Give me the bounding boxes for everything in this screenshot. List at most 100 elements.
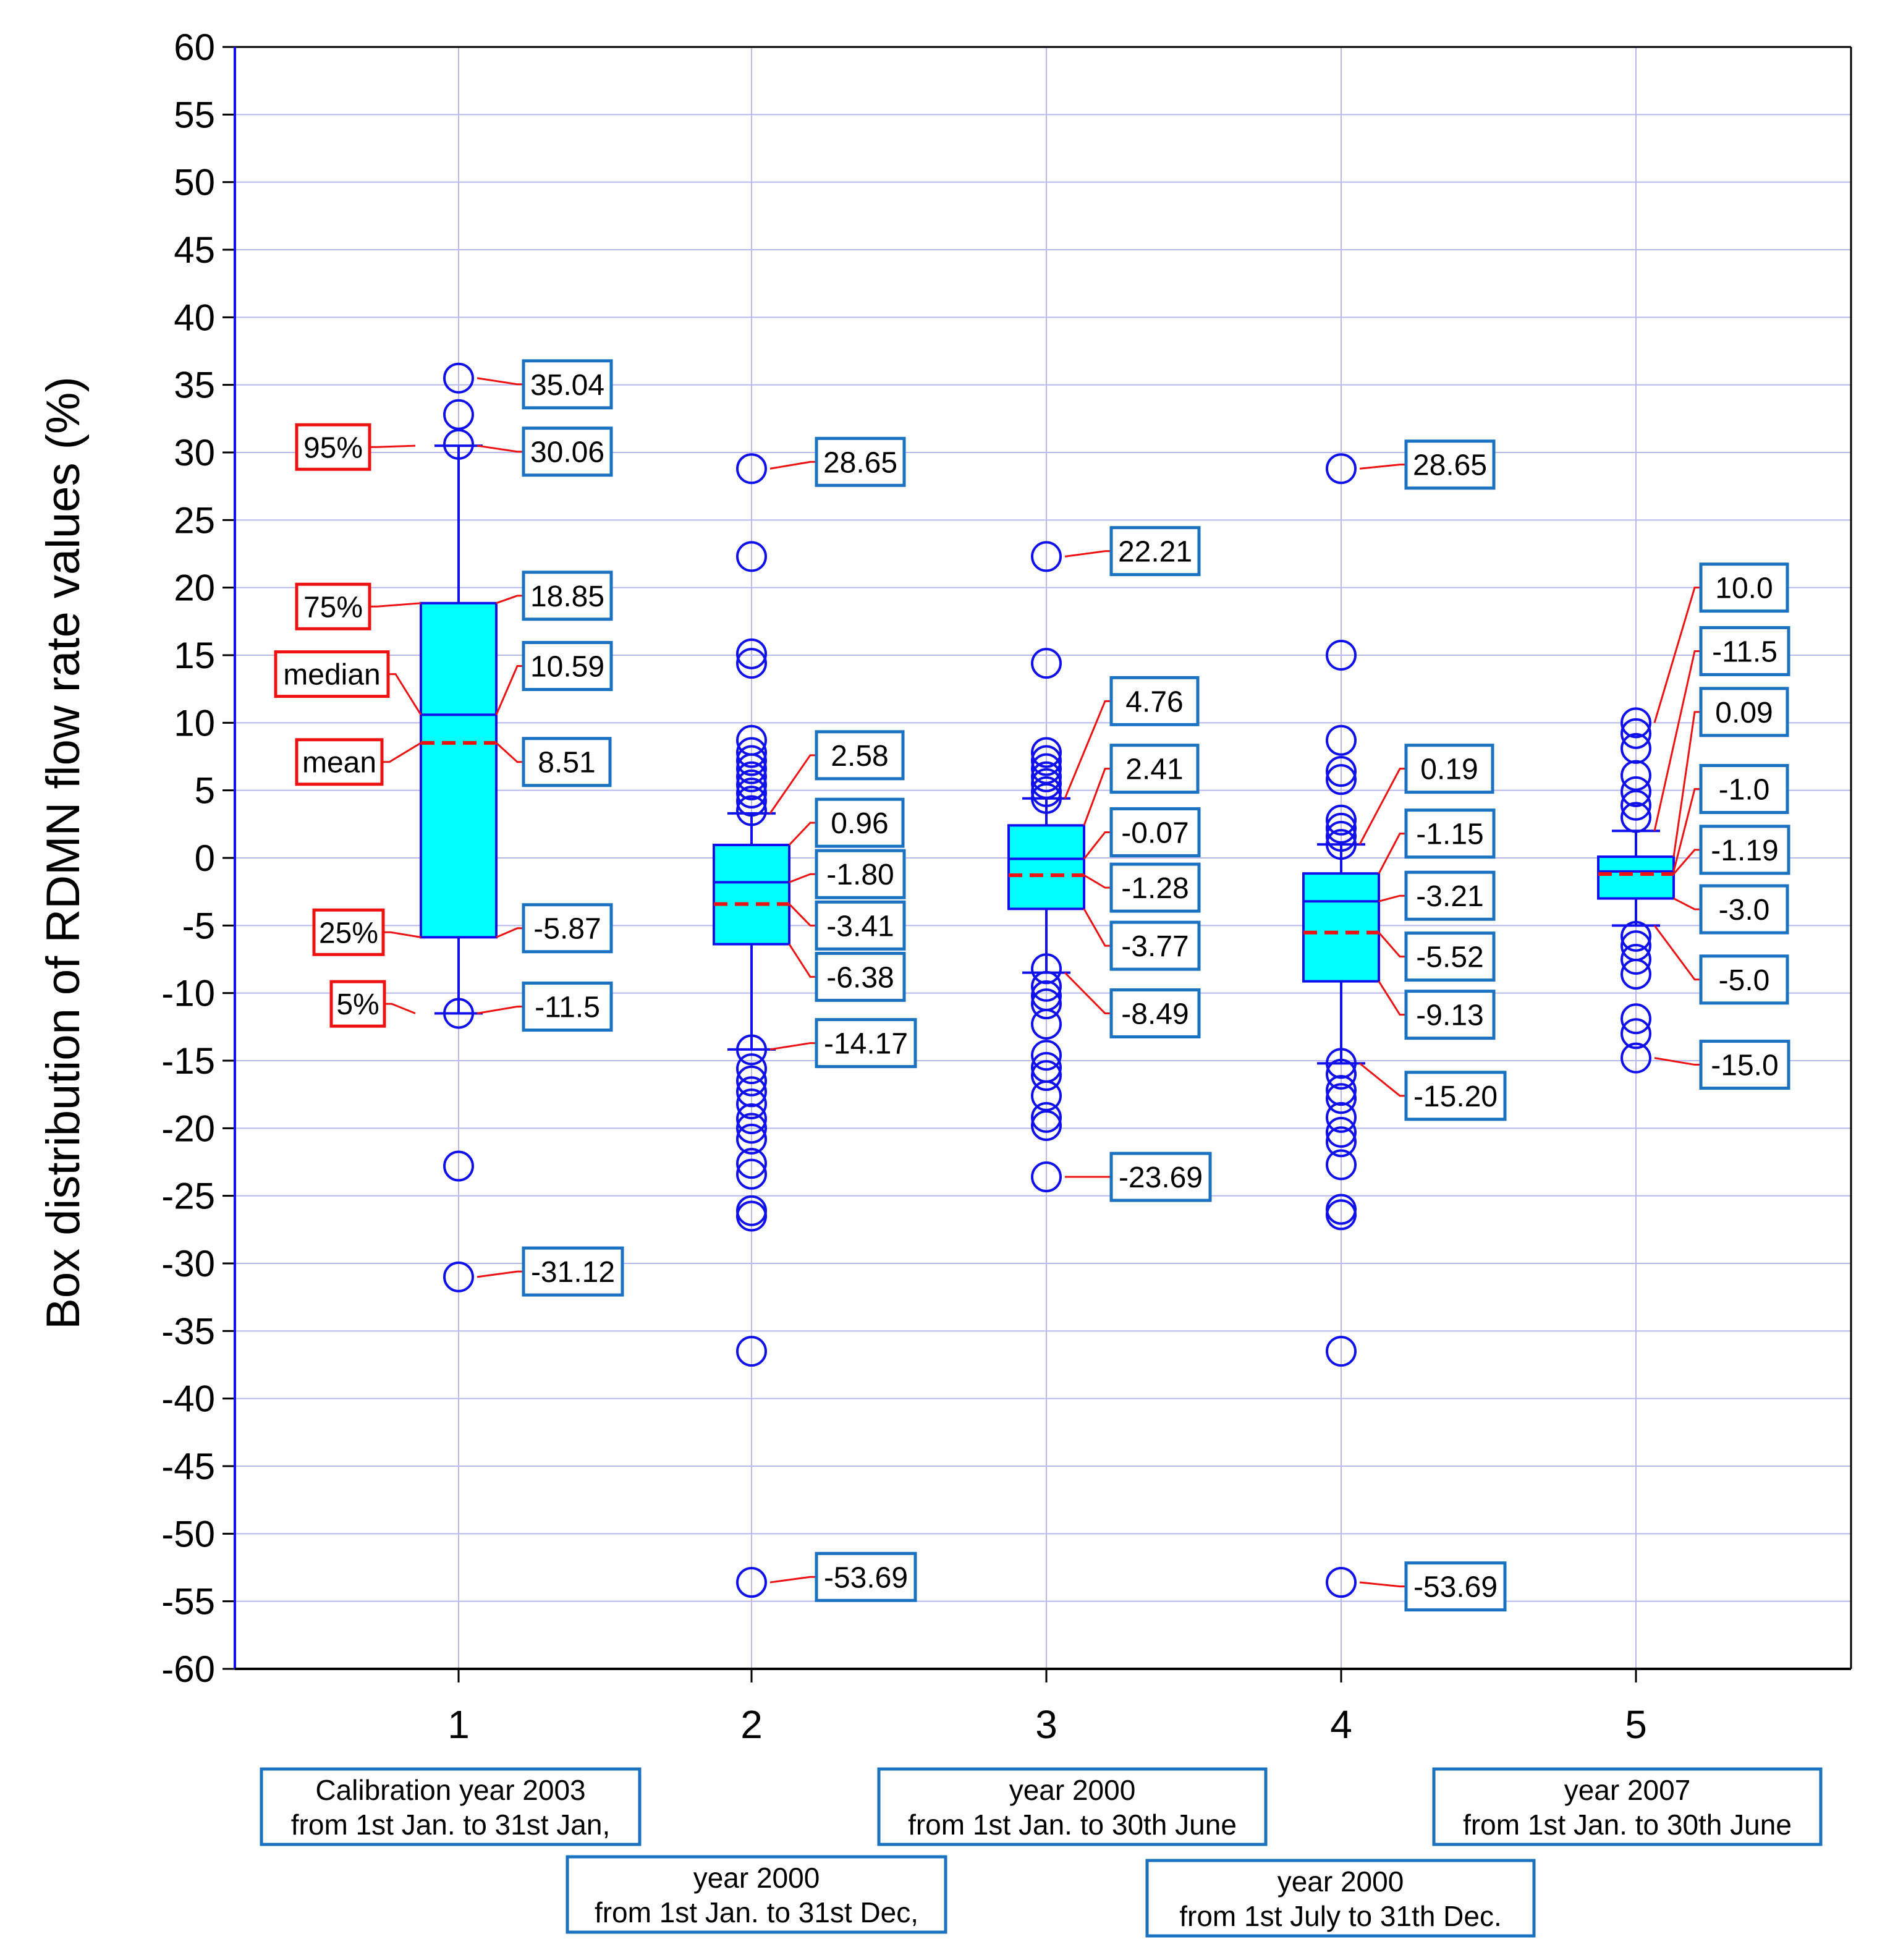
value-label: -3.41: [826, 910, 894, 943]
outlier-point: [736, 1088, 767, 1119]
outlier-point: [1326, 1101, 1357, 1133]
outlier-point: [1031, 953, 1062, 985]
value-label-frame: [1404, 808, 1496, 859]
outlier-point: [736, 648, 767, 679]
x-tick-label: 3: [1035, 1702, 1057, 1747]
outlier-point: [1326, 764, 1357, 795]
y-tick-label: -25: [161, 1176, 215, 1217]
outlier-point: [1031, 1060, 1062, 1092]
value-label: -53.69: [824, 1561, 908, 1594]
outlier-point: [736, 1113, 767, 1144]
value-label: -23.69: [1119, 1161, 1203, 1194]
value-label-frame: [1404, 1561, 1507, 1612]
outlier-point: [1326, 1058, 1357, 1090]
label-leader: [769, 1576, 816, 1584]
value-label-frame: [522, 1246, 624, 1297]
value-label: 2.58: [831, 740, 888, 773]
value-label-frame: [1699, 763, 1789, 814]
label-leader: [1672, 787, 1701, 872]
period-label: from 1st Jan. to 31st Dec,: [595, 1896, 918, 1928]
label-leader: [1083, 874, 1111, 889]
value-label: 35.04: [530, 369, 604, 402]
legend-p75-frame: [295, 582, 371, 630]
outlier-point: [1031, 753, 1062, 784]
outlier-point: [736, 778, 767, 809]
value-label-frame: [815, 1551, 917, 1602]
value-label: -15.20: [1413, 1080, 1498, 1113]
outlier-point: [1031, 541, 1062, 572]
outlier-point: [1326, 640, 1357, 671]
axes-layer: Box distribution of RDMN flow rate value…: [37, 46, 1852, 1682]
label-leader: [1064, 700, 1111, 799]
value-label-frame: [1109, 744, 1200, 794]
value-label: 4.76: [1125, 685, 1183, 718]
value-label: -3.77: [1121, 930, 1188, 963]
y-tick-label: 55: [174, 94, 215, 135]
outlier-point: [1031, 970, 1062, 1002]
y-tick-label: 30: [174, 432, 215, 473]
value-label-frame: [815, 730, 905, 781]
x-tick-label: 2: [740, 1702, 763, 1747]
legend-leader: [382, 742, 422, 763]
outlier-point: [1621, 718, 1651, 749]
label-leader: [1083, 831, 1111, 860]
value-label: -1.28: [1121, 872, 1188, 905]
outlier-point: [1031, 648, 1062, 679]
legend-leader: [384, 1003, 416, 1014]
value-label: -1.19: [1711, 834, 1778, 867]
label-leader: [496, 595, 523, 605]
value-label: -8.49: [1121, 998, 1188, 1030]
outlier-point: [736, 638, 767, 669]
value-label: -11.5: [1712, 635, 1777, 668]
value-label: -14.17: [824, 1028, 908, 1061]
outlier-point: [443, 1261, 474, 1292]
value-label-frame: [522, 640, 613, 691]
y-tick-label: 50: [174, 162, 215, 203]
outlier-point: [1621, 944, 1651, 975]
outlier-point: [1326, 804, 1357, 836]
outlier-point: [736, 541, 767, 572]
value-label-frame: [1109, 807, 1201, 857]
value-label-frame: [1109, 862, 1201, 913]
legend-p95-frame: [295, 423, 371, 471]
y-tick-label: 5: [195, 770, 215, 812]
x-tick-label: 1: [447, 1702, 470, 1747]
period-box-frame: [1145, 1859, 1536, 1938]
box-group-4: 28.65 0.19 -1.15 -3.21 -5.52 -9.13 -15.20 -53.6…: [1302, 439, 1507, 1612]
outlier-point: [1326, 453, 1357, 485]
label-leader: [477, 377, 523, 386]
label-leader: [477, 444, 523, 453]
legend-leader: [388, 673, 422, 716]
outlier-point: [1326, 812, 1357, 844]
label-leader: [477, 1006, 523, 1014]
box-series: 35.04 30.06 18.85 10.59 8.51 -5.87 -11.5 -31.12…: [274, 359, 1790, 1612]
outlier-point: [736, 1053, 767, 1085]
outlier-point: [1326, 1075, 1357, 1106]
outlier-point: [1621, 776, 1651, 807]
label-leader: [1378, 833, 1406, 874]
value-label-frame: [1699, 884, 1789, 935]
value-label-frame: [522, 359, 613, 410]
label-leader: [788, 821, 816, 846]
outlier-point: [736, 1567, 767, 1598]
value-label-frame: [815, 436, 906, 487]
label-leader: [1653, 925, 1701, 981]
period-label: Calibration year 2003: [315, 1774, 585, 1806]
label-leader: [477, 1270, 523, 1278]
period-label: from 1st Jan. to 30th June: [908, 1809, 1237, 1841]
legend-leader: [383, 931, 422, 938]
label-leader: [789, 873, 816, 883]
y-tick-labels: 605550454035302520151050-5-10-15-20-25-3…: [161, 27, 215, 1690]
value-label-frame: [1699, 626, 1790, 676]
period-label: from 1st July to 31th Dec.: [1179, 1900, 1502, 1932]
outlier-point: [1031, 1101, 1062, 1133]
label-leader: [1083, 768, 1111, 826]
y-tick-label: -30: [161, 1243, 215, 1284]
iqr-box: [420, 601, 498, 939]
outlier-point: [1326, 821, 1357, 852]
value-label: 8.51: [538, 747, 595, 779]
box-group-2: 28.65 2.58 0.96 -1.80 -3.41 -6.38 -14.17 -53.69: [713, 436, 917, 1602]
label-leader: [1064, 550, 1111, 558]
label-leader: [1378, 894, 1406, 902]
